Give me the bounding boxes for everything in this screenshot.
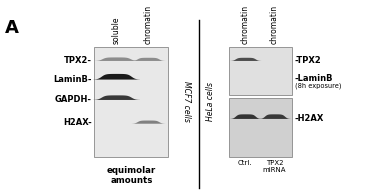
Text: GAPDH-: GAPDH-: [55, 95, 92, 104]
Text: -LaminB: -LaminB: [295, 74, 333, 83]
Text: LaminB-: LaminB-: [53, 75, 92, 84]
Text: A: A: [4, 19, 19, 37]
Text: TPX2
miRNA: TPX2 miRNA: [263, 160, 286, 173]
Text: -H2AX: -H2AX: [295, 114, 324, 123]
Text: amounts: amounts: [110, 176, 152, 185]
Text: chromatin: chromatin: [144, 5, 152, 44]
Text: (8h exposure): (8h exposure): [295, 83, 342, 89]
Text: MCF7 cells: MCF7 cells: [182, 81, 191, 122]
Text: TPX2-: TPX2-: [64, 56, 92, 65]
Text: equimolar: equimolar: [107, 166, 156, 175]
Text: -TPX2: -TPX2: [295, 56, 322, 65]
Bar: [229, 98, 292, 157]
Text: chromatin: chromatin: [241, 5, 250, 44]
Text: soluble: soluble: [112, 17, 121, 44]
Text: H2AX-: H2AX-: [63, 118, 92, 127]
Bar: [94, 47, 168, 157]
Text: HeLa cells: HeLa cells: [206, 82, 215, 121]
Text: chromatin: chromatin: [270, 5, 279, 44]
Text: Ctrl.: Ctrl.: [238, 160, 253, 166]
Bar: [229, 47, 292, 95]
